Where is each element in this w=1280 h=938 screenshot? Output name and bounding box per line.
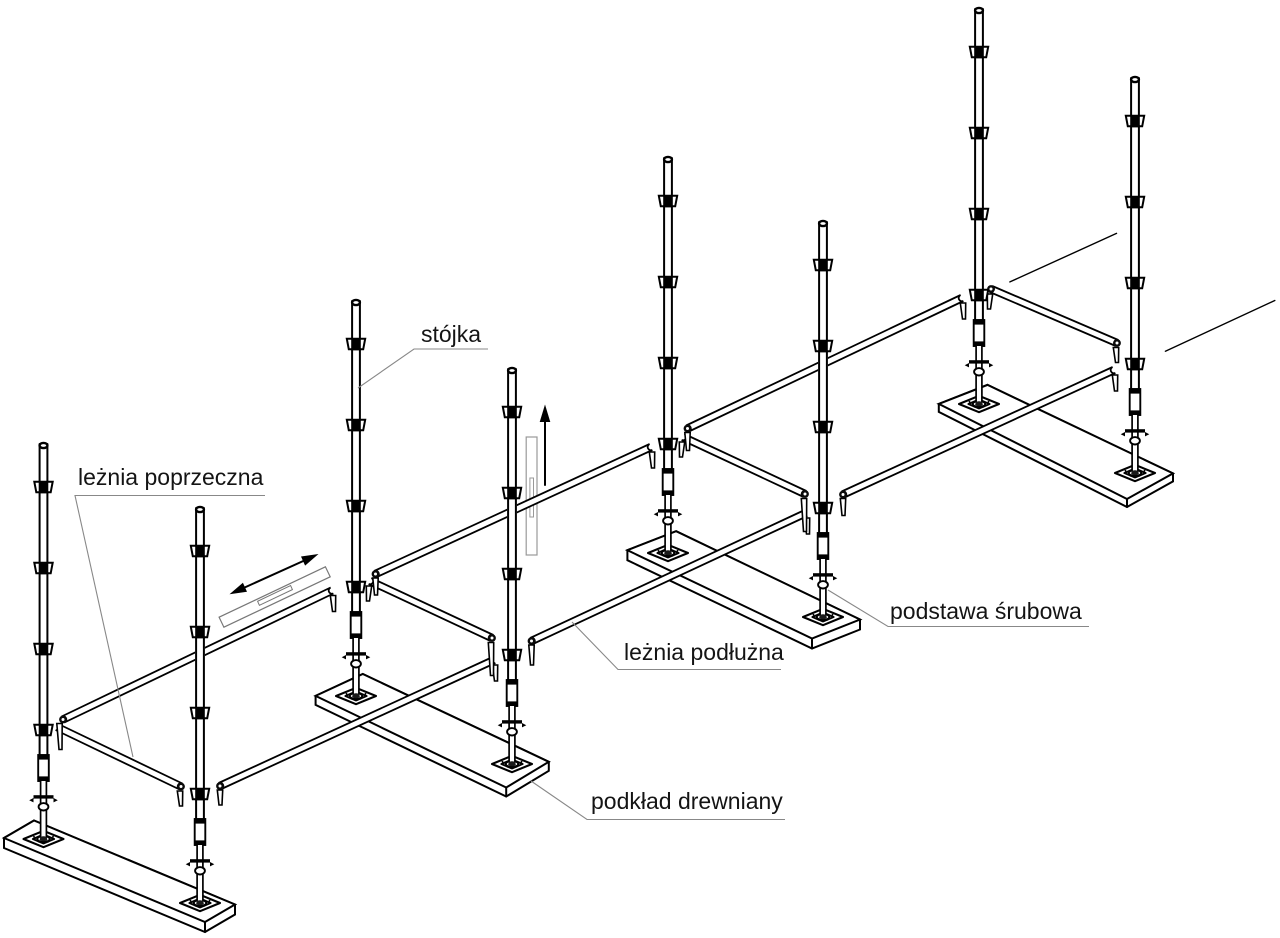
svg-text:leżnia poprzeczna: leżnia poprzeczna [78,464,264,490]
svg-text:podkład drewniany: podkład drewniany [591,788,783,814]
svg-text:podstawa śrubowa: podstawa śrubowa [890,598,1082,624]
svg-text:stójka: stójka [421,321,481,347]
svg-text:leżnia podłużna: leżnia podłużna [624,639,784,665]
